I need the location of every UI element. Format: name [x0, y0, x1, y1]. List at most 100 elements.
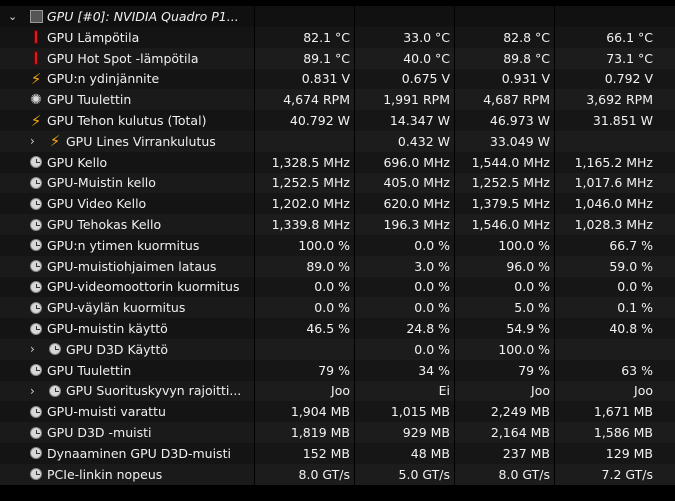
- sensor-row[interactable]: GPU:n ytimen kuormitus 100.0 % 0.0 % 100.0 …: [0, 235, 675, 256]
- sensor-label: GPU Video Kello: [47, 196, 147, 212]
- sensor-label-cell[interactable]: GPU-muisti varattu: [0, 401, 255, 423]
- sensor-label: GPU Kello: [47, 154, 108, 170]
- sensor-row[interactable]: Dynaaminen GPU D3D-muisti 152 MB 48 MB 237 …: [0, 443, 675, 464]
- clock-icon: [28, 237, 44, 253]
- sensor-value: 4,687 RPM: [455, 89, 555, 111]
- sensor-value: 5.0 %: [455, 297, 555, 319]
- sensor-label: Dynaaminen GPU D3D-muisti: [47, 445, 231, 461]
- sensor-label-cell[interactable]: GPU-videomoottorin kuormitus: [0, 276, 255, 298]
- sensor-label-cell[interactable]: GPU Lämpötila: [0, 27, 255, 48]
- sensor-value: 620.0 MHz: [355, 193, 455, 215]
- sensor-value: 0.675 V: [355, 68, 455, 90]
- expand-chevron-icon[interactable]: ›: [30, 383, 35, 398]
- sensor-row[interactable]: › ⚡ GPU Lines Virrankulutus 0.432 W 33.049 W: [0, 131, 675, 152]
- sensor-label-cell[interactable]: GPU-väylän kuormitus: [0, 297, 255, 319]
- sensor-label-cell[interactable]: › ⚡ GPU Lines Virrankulutus: [0, 131, 255, 152]
- sensor-row[interactable]: GPU Video Kello 1,202.0 MHz 620.0 MHz 1,379…: [0, 193, 675, 215]
- sensor-row[interactable]: PCIe-linkin nopeus 8.0 GT/s 5.0 GT/s 8.0 GT…: [0, 463, 675, 485]
- sensor-value: 1,339.8 MHz: [255, 214, 355, 235]
- sensor-value: 1,671 MB: [555, 401, 675, 423]
- lightning-icon: ⚡: [49, 132, 61, 151]
- sensor-value: 405.0 MHz: [355, 172, 455, 194]
- sensor-row[interactable]: GPU Lämpötila 82.1 °C 33.0 °C 82.8 °C 66.1 °…: [0, 27, 675, 48]
- clock-icon: [28, 425, 44, 441]
- sensor-label: GPU D3D Käyttö: [66, 341, 169, 357]
- sensor-value: 48 MB: [355, 443, 455, 464]
- sensor-row[interactable]: GPU-muistiohjaimen lataus 89.0 % 3.0 % 96.0…: [0, 255, 675, 277]
- sensor-row[interactable]: GPU-muistin käyttö 46.5 % 24.8 % 54.9 % 40.8…: [0, 318, 675, 339]
- sensor-label-cell[interactable]: GPU Kello: [0, 151, 255, 173]
- sensor-label-cell[interactable]: GPU D3D -muisti: [0, 422, 255, 443]
- sensor-value: Joo: [455, 380, 555, 402]
- sensor-label-cell[interactable]: GPU-Muistin kello: [0, 172, 255, 194]
- sensor-label: GPU D3D -muisti: [47, 425, 152, 441]
- sensor-row[interactable]: GPU D3D -muisti 1,819 MB 929 MB 2,164 MB 1,5…: [0, 422, 675, 443]
- sensor-value: 40.0 °C: [355, 47, 455, 69]
- sensor-value: 0.0 %: [355, 339, 455, 360]
- sensor-label: PCIe-linkin nopeus: [47, 466, 163, 482]
- gpu-group-header[interactable]: ⌄ GPU [#0]: NVIDIA Quadro P1...: [0, 6, 675, 27]
- sensor-label-cell[interactable]: ⚡ GPU:n ydinjännite: [0, 68, 255, 90]
- sensor-label: GPU Tehokas Kello: [47, 217, 162, 233]
- sensor-row[interactable]: GPU Tuulettin 79 % 34 % 79 % 63 %: [0, 359, 675, 381]
- expand-chevron-icon[interactable]: ›: [30, 342, 35, 357]
- sensor-value: 0.1 %: [555, 297, 675, 319]
- clock-icon: [28, 258, 44, 274]
- sensor-label-cell[interactable]: GPU Tehokas Kello: [0, 214, 255, 235]
- sensor-value: 0.931 V: [455, 68, 555, 90]
- sensor-label: GPU-muistiohjaimen lataus: [47, 258, 217, 274]
- header-label-cell[interactable]: ⌄ GPU [#0]: NVIDIA Quadro P1...: [0, 6, 255, 27]
- sensor-value: 196.3 MHz: [355, 214, 455, 235]
- clock-icon: [47, 341, 63, 357]
- sensor-label-cell[interactable]: › GPU Suorituskyvyn rajoitti...: [0, 380, 255, 402]
- collapse-icon[interactable]: ⌄: [8, 9, 18, 23]
- sensor-value: Ei: [355, 380, 455, 402]
- sensor-value: 1,586 MB: [555, 422, 675, 443]
- sensor-label-cell[interactable]: GPU Video Kello: [0, 193, 255, 215]
- sensor-row[interactable]: GPU Hot Spot -lämpötila 89.1 °C 40.0 °C 89.…: [0, 47, 675, 69]
- thermometer-icon: [28, 50, 44, 66]
- sensor-value: 3,692 RPM: [555, 89, 675, 111]
- sensor-label-cell[interactable]: GPU Hot Spot -lämpötila: [0, 47, 255, 69]
- sensor-row[interactable]: GPU Tehokas Kello 1,339.8 MHz 196.3 MHz 1,5…: [0, 214, 675, 235]
- sensor-row[interactable]: › GPU Suorituskyvyn rajoitti... Joo Ei Joo Jo…: [0, 380, 675, 402]
- sensor-label: GPU:n ydinjännite: [47, 71, 160, 87]
- chip-icon: [28, 8, 44, 24]
- sensor-row[interactable]: ⚡ GPU Tehon kulutus (Total) 40.792 W 14.347…: [0, 110, 675, 131]
- sensor-row[interactable]: GPU-väylän kuormitus 0.0 % 0.0 % 5.0 % 0.1 %: [0, 297, 675, 319]
- sensor-value: 1,819 MB: [255, 422, 355, 443]
- sensor-label-cell[interactable]: GPU-muistiohjaimen lataus: [0, 255, 255, 277]
- sensor-value: 0.432 W: [355, 131, 455, 152]
- sensor-label-cell[interactable]: GPU-muistin käyttö: [0, 318, 255, 339]
- clock-icon: [47, 383, 63, 399]
- sensor-value: 59.0 %: [555, 255, 675, 277]
- sensor-label: GPU Tehon kulutus (Total): [47, 113, 207, 129]
- sensor-label: GPU Lämpötila: [47, 29, 140, 45]
- sensor-row[interactable]: ✺ GPU Tuulettin 4,674 RPM 1,991 RPM 4,687 RP…: [0, 89, 675, 111]
- sensor-value: 96.0 %: [455, 255, 555, 277]
- sensor-value: 8.0 GT/s: [255, 463, 355, 485]
- sensor-value: 1,165.2 MHz: [555, 151, 675, 173]
- sensor-row[interactable]: GPU-Muistin kello 1,252.5 MHz 405.0 MHz 1,2…: [0, 172, 675, 194]
- sensor-value: 79 %: [255, 359, 355, 381]
- sensor-label-cell[interactable]: PCIe-linkin nopeus: [0, 463, 255, 485]
- sensor-label-cell[interactable]: GPU:n ytimen kuormitus: [0, 235, 255, 256]
- sensor-value: 1,379.5 MHz: [455, 193, 555, 215]
- expand-chevron-icon[interactable]: ›: [30, 134, 35, 149]
- sensor-label-cell[interactable]: › GPU D3D Käyttö: [0, 339, 255, 360]
- clock-icon: [28, 321, 44, 337]
- fan-icon: ✺: [30, 91, 42, 108]
- sensor-value: 100.0 %: [455, 235, 555, 256]
- sensor-value: 33.0 °C: [355, 27, 455, 48]
- sensor-row[interactable]: GPU-muisti varattu 1,904 MB 1,015 MB 2,249 …: [0, 401, 675, 423]
- sensor-label-cell[interactable]: ✺ GPU Tuulettin: [0, 89, 255, 111]
- sensor-row[interactable]: GPU-videomoottorin kuormitus 0.0 % 0.0 % 0.…: [0, 276, 675, 298]
- sensor-label: GPU-muistin käyttö: [47, 321, 168, 337]
- sensor-label-cell[interactable]: ⚡ GPU Tehon kulutus (Total): [0, 110, 255, 131]
- sensor-row[interactable]: GPU Kello 1,328.5 MHz 696.0 MHz 1,544.0 MHz…: [0, 151, 675, 173]
- sensor-row[interactable]: › GPU D3D Käyttö 0.0 % 100.0 %: [0, 339, 675, 360]
- sensor-label-cell[interactable]: GPU Tuulettin: [0, 359, 255, 381]
- sensor-value: 0.0 %: [355, 235, 455, 256]
- sensor-label-cell[interactable]: Dynaaminen GPU D3D-muisti: [0, 443, 255, 464]
